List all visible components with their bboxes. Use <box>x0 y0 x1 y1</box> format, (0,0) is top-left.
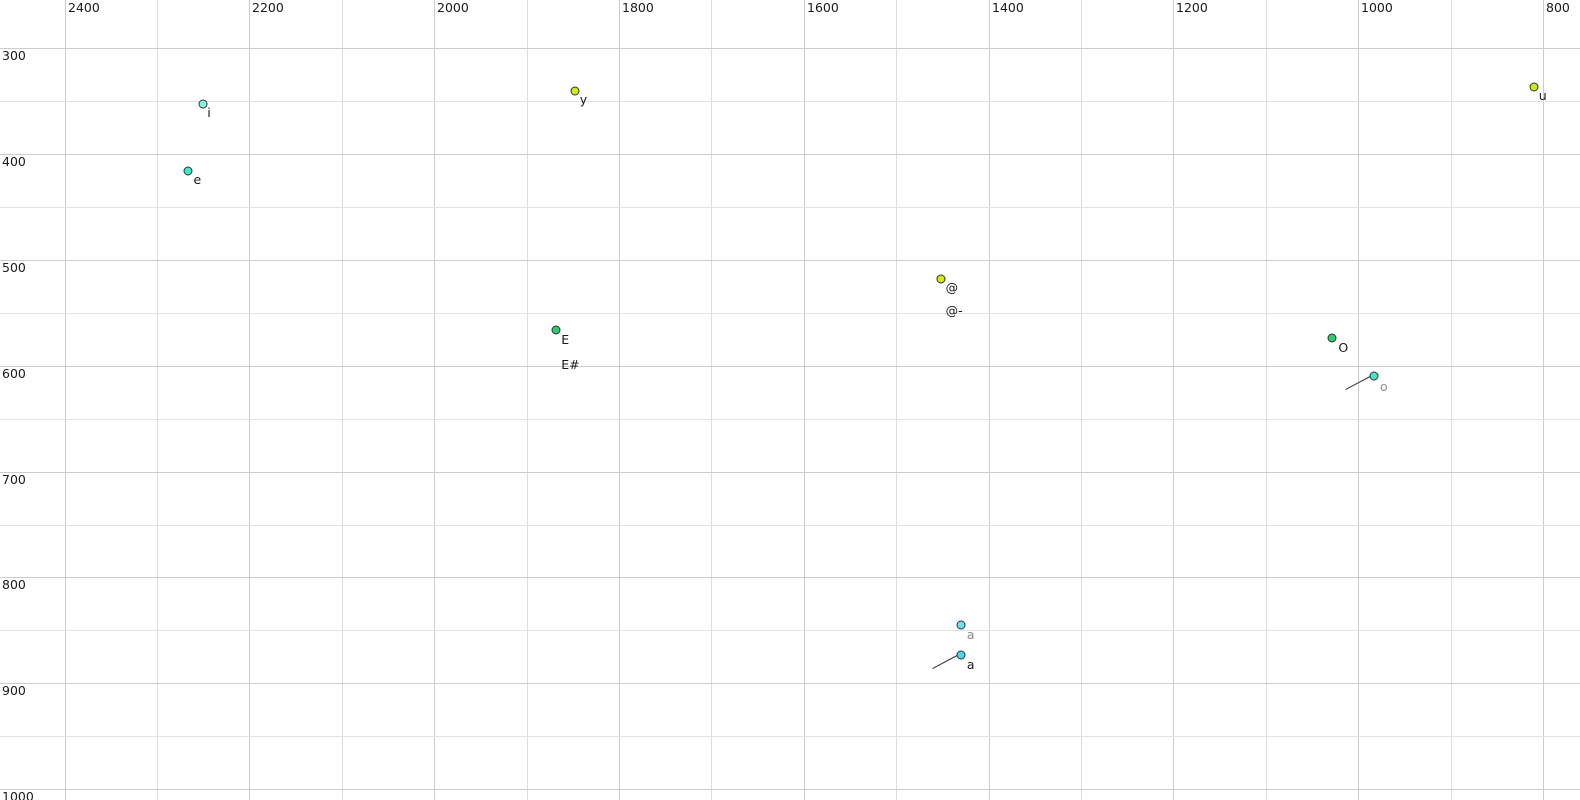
y-axis-tick-label: 400 <box>2 154 26 169</box>
x-gridline <box>527 0 528 800</box>
y-axis-tick-label: 500 <box>2 260 26 275</box>
x-axis-tick-label: 800 <box>1546 0 1570 15</box>
x-gridline <box>1266 0 1267 800</box>
x-gridline <box>342 0 343 800</box>
data-point-marker[interactable] <box>570 86 580 96</box>
y-axis-tick-label: 900 <box>2 683 26 698</box>
data-point-label: O <box>1338 340 1349 355</box>
x-gridline <box>896 0 897 800</box>
x-gridline <box>1081 0 1082 800</box>
x-gridline <box>1543 0 1544 800</box>
y-axis-tick-label: 700 <box>2 472 26 487</box>
data-point-marker[interactable] <box>183 166 193 176</box>
x-gridline <box>157 0 158 800</box>
data-point-label: a <box>966 656 975 672</box>
y-axis-tick-label: 600 <box>2 366 26 381</box>
y-gridline <box>0 48 1580 49</box>
x-gridline <box>1358 0 1359 800</box>
y-gridline <box>0 260 1580 261</box>
data-point-label: e <box>193 171 202 187</box>
y-gridline <box>0 366 1580 367</box>
y-gridline <box>0 683 1580 684</box>
data-point-label: i <box>207 104 211 120</box>
x-axis-tick-label: 1600 <box>807 0 839 15</box>
x-axis-tick-label: 2200 <box>252 0 284 15</box>
x-gridline <box>804 0 805 800</box>
y-axis-tick-label: 1000 <box>2 789 34 800</box>
x-gridline <box>434 0 435 800</box>
data-point-label: E# <box>561 357 580 373</box>
y-gridline <box>0 577 1580 578</box>
x-axis-tick-label: 1800 <box>622 0 654 15</box>
data-point-label: @ <box>945 279 959 295</box>
x-gridline <box>1451 0 1452 800</box>
data-point-marker[interactable] <box>1529 82 1539 92</box>
y-gridline <box>0 207 1580 208</box>
y-gridline <box>0 630 1580 631</box>
y-gridline <box>0 472 1580 473</box>
x-gridline <box>249 0 250 800</box>
data-point-marker[interactable] <box>551 325 561 335</box>
y-gridline <box>0 736 1580 737</box>
data-point-marker[interactable] <box>198 99 208 109</box>
y-gridline <box>0 525 1580 526</box>
data-point-marker[interactable] <box>1327 333 1337 343</box>
data-point-marker[interactable] <box>936 274 946 284</box>
x-gridline <box>711 0 712 800</box>
x-gridline <box>1173 0 1174 800</box>
data-point-marker[interactable] <box>956 620 966 630</box>
x-axis-tick-label: 1400 <box>992 0 1024 15</box>
data-point-label: E <box>561 331 570 347</box>
data-point-label: y <box>579 92 588 108</box>
data-point-marker[interactable] <box>956 650 966 660</box>
x-axis-tick-label: 2000 <box>437 0 469 15</box>
y-gridline <box>0 101 1580 102</box>
data-point-label: o <box>1379 379 1388 395</box>
data-point-marker[interactable] <box>1369 371 1379 381</box>
y-gridline <box>0 789 1580 790</box>
x-gridline <box>65 0 66 800</box>
x-axis-tick-label: 2400 <box>68 0 100 15</box>
y-gridline <box>0 313 1580 314</box>
x-gridline <box>619 0 620 800</box>
data-point-label: @- <box>945 303 963 319</box>
x-axis-tick-label: 1200 <box>1176 0 1208 15</box>
x-axis-tick-label: 1000 <box>1361 0 1393 15</box>
data-point-label: u <box>1538 87 1547 103</box>
y-axis-tick-label: 300 <box>2 48 26 63</box>
y-gridline <box>0 419 1580 420</box>
x-gridline <box>989 0 990 800</box>
data-point-label: a <box>966 627 975 643</box>
y-axis-tick-label: 800 <box>2 577 26 592</box>
y-gridline <box>0 154 1580 155</box>
